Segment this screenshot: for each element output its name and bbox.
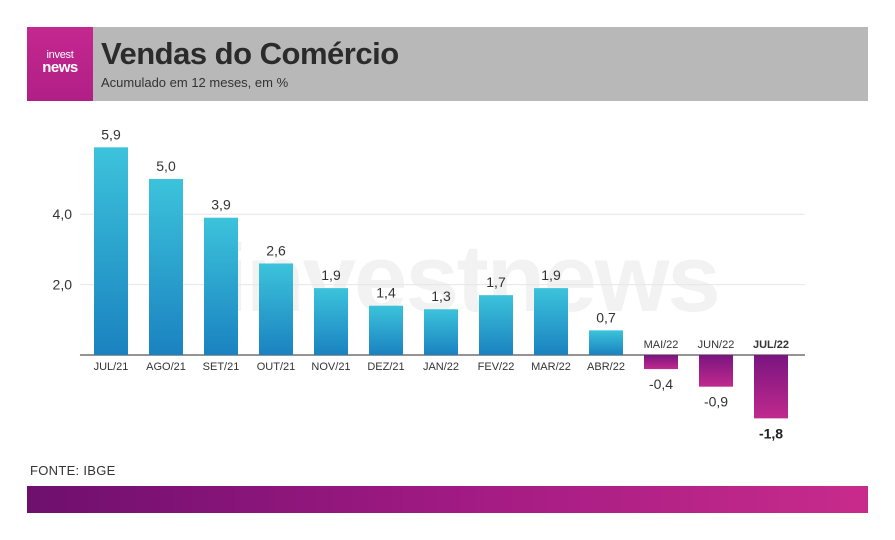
data-label: 1,9 [321, 267, 341, 283]
data-label: 2,6 [266, 242, 286, 258]
bar-fev-22 [479, 295, 513, 355]
bar-dez-21 [369, 305, 403, 355]
data-label: 5,9 [101, 126, 121, 142]
bar-jul-22 [754, 355, 788, 419]
x-tick-label: ABR/22 [587, 361, 625, 373]
bar-jul-21 [94, 147, 128, 355]
logo-text-invest: invest [46, 49, 74, 61]
bar-ago-21 [149, 179, 183, 355]
x-tick-label: JAN/22 [423, 361, 459, 373]
bar-mai-22 [644, 355, 678, 370]
bar-abr-22 [589, 330, 623, 355]
chart-subtitle: Acumulado em 12 meses, em % [101, 75, 289, 90]
x-tick-label: SET/21 [203, 361, 240, 373]
data-label: 5,0 [156, 158, 176, 174]
footer-bar [27, 486, 868, 513]
x-tick-label: JUL/22 [753, 339, 789, 351]
y-tick-label: 4,0 [53, 206, 73, 222]
x-tick-label: DEZ/21 [367, 361, 404, 373]
x-tick-label: FEV/22 [478, 361, 515, 373]
x-tick-label: AGO/21 [146, 361, 186, 373]
data-label: 1,4 [376, 285, 396, 301]
investnews-logo: invest news [27, 27, 93, 101]
bar-out-21 [259, 263, 293, 355]
data-label: 1,7 [486, 274, 506, 290]
chart-title: Vendas do Comércio [101, 36, 399, 71]
x-tick-label: MAR/22 [531, 361, 571, 373]
data-label: -1,8 [759, 425, 783, 441]
bar-nov-21 [314, 288, 348, 355]
x-tick-label: OUT/21 [257, 361, 296, 373]
data-label: -0,9 [704, 394, 728, 410]
bar-chart: investnews 2,0 4,0 JUL/21 5,9 AGO/21 5,0 SET/2… [53, 126, 805, 441]
bar-set-21 [204, 217, 238, 355]
y-tick-label: 2,0 [53, 277, 73, 293]
bar-jan-22 [424, 309, 458, 355]
bar-jun-22 [699, 355, 733, 387]
data-label: 0,7 [596, 309, 616, 325]
x-tick-label: MAI/22 [644, 339, 679, 351]
data-label: -0,4 [649, 376, 673, 392]
data-label: 3,9 [211, 197, 231, 213]
source-note: FONTE: IBGE [30, 463, 116, 478]
chart-header: invest news Vendas do Comércio Acumulado… [27, 27, 868, 101]
x-tick-label: NOV/21 [311, 361, 350, 373]
x-tick-label: JUN/22 [698, 339, 735, 351]
data-label: 1,3 [431, 288, 451, 304]
x-tick-label: JUL/21 [94, 361, 129, 373]
watermark: investnews [221, 225, 719, 332]
data-label: 1,9 [541, 267, 561, 283]
bar-mar-22 [534, 288, 568, 355]
logo-text-news: news [42, 59, 78, 76]
